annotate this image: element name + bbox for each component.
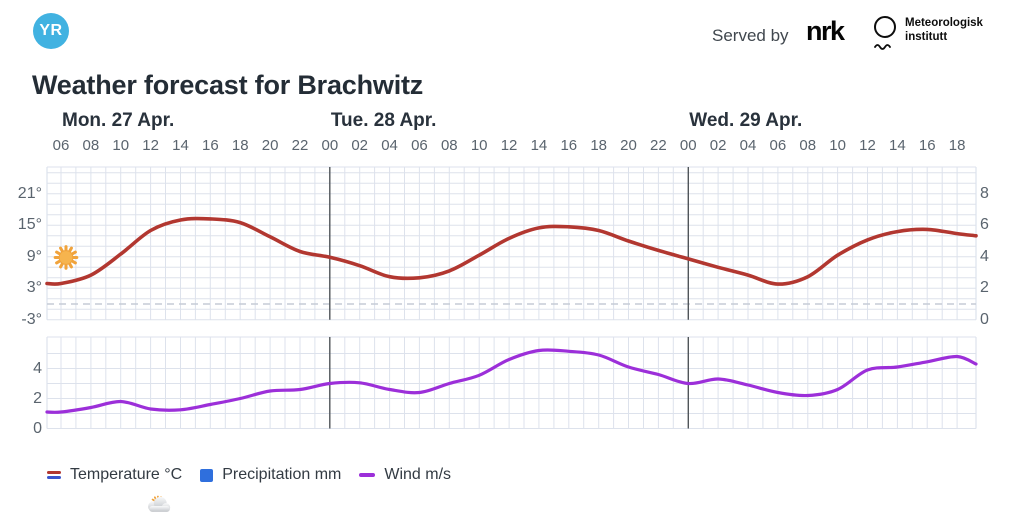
hour-label: 20 — [261, 137, 279, 154]
hour-label: 14 — [889, 137, 906, 154]
legend-item-temperature: Temperature °C — [47, 466, 182, 484]
hour-label: 00 — [679, 137, 697, 154]
chart-grid — [46, 166, 977, 429]
hour-label: 18 — [231, 137, 249, 154]
met-institutt-mark — [874, 16, 896, 56]
precipitation-tick: 8 — [980, 184, 989, 202]
axis-tick: 21° — [17, 184, 42, 202]
hour-label: 06 — [769, 137, 787, 154]
hour-label: 08 — [82, 137, 100, 154]
hour-label: 06 — [52, 137, 70, 154]
precipitation-tick: 2 — [980, 279, 989, 297]
precipitation-tick: 6 — [980, 216, 989, 234]
served-by-label: Served by — [712, 26, 789, 45]
weather-symbol-sun-cloud — [148, 495, 171, 512]
hour-label: 16 — [202, 137, 219, 154]
precipitation-swatch-icon — [200, 468, 214, 482]
axis-tick: 2 — [33, 389, 42, 407]
hour-label: 12 — [142, 137, 159, 154]
day-label: Wed. 29 Apr. — [689, 110, 803, 131]
weather-symbols — [53, 245, 171, 512]
hour-label: 14 — [530, 137, 548, 154]
axis-tick: 0 — [33, 419, 42, 437]
yr-logo[interactable]: YR — [33, 13, 69, 49]
hour-label: 12 — [500, 137, 518, 154]
hour-label: 08 — [440, 137, 458, 154]
temperature-swatch-icon — [47, 470, 61, 480]
hour-label: 18 — [948, 137, 966, 154]
precipitation-tick: 4 — [980, 247, 989, 265]
legend-label: Temperature °C — [70, 466, 183, 483]
hour-label: 14 — [172, 137, 189, 154]
wind-line — [45, 348, 978, 414]
hour-label: 16 — [560, 137, 578, 154]
met-wave-icon — [874, 44, 891, 50]
yr-logo-text: YR — [39, 22, 63, 39]
hour-label: 22 — [650, 137, 667, 154]
met-circle-icon — [874, 16, 896, 38]
hour-label: 02 — [709, 137, 727, 154]
hour-label: 06 — [411, 137, 428, 154]
hour-label: 10 — [829, 137, 846, 154]
hour-label: 22 — [291, 137, 309, 154]
hour-label: 10 — [112, 137, 130, 154]
hour-label: 04 — [739, 137, 757, 154]
hour-label: 16 — [918, 137, 936, 154]
hour-label: 02 — [351, 137, 369, 154]
hour-label: 12 — [859, 137, 876, 154]
hour-label: 08 — [799, 137, 817, 154]
nrk-logo: nrk — [806, 16, 845, 46]
hour-label: 04 — [381, 137, 398, 154]
hour-label: 00 — [321, 137, 339, 154]
axis-tick: 9° — [26, 247, 42, 265]
hour-label: 18 — [590, 137, 607, 154]
met-institutt-name: Meteorologisk institutt — [905, 17, 983, 43]
day-label: Mon. 27 Apr. — [62, 110, 175, 131]
legend-label: Precipitation mm — [222, 466, 342, 483]
axis-tick: 4 — [33, 359, 42, 377]
precipitation-tick: 0 — [980, 310, 989, 328]
temperature-line — [45, 216, 978, 286]
page-title: Weather forecast for Brachwitz — [32, 70, 424, 100]
met-institutt-logo: Meteorologisk institutt — [874, 16, 983, 56]
axis-tick: 3° — [26, 279, 42, 297]
legend-label: Wind m/s — [384, 466, 452, 483]
wind-swatch-icon — [359, 473, 376, 477]
legend-item-precipitation: Precipitation mm — [200, 466, 341, 484]
hour-label: 20 — [620, 137, 637, 154]
chart-legend: Temperature °C Precipitation mm Wind m/s — [47, 466, 451, 484]
axis-tick: -3° — [21, 310, 42, 328]
legend-item-wind: Wind m/s — [359, 466, 451, 484]
hour-label: 10 — [470, 137, 488, 154]
weather-symbol-sun — [53, 245, 171, 512]
day-label: Tue. 28 Apr. — [330, 110, 437, 131]
axis-tick: 15° — [17, 216, 42, 234]
